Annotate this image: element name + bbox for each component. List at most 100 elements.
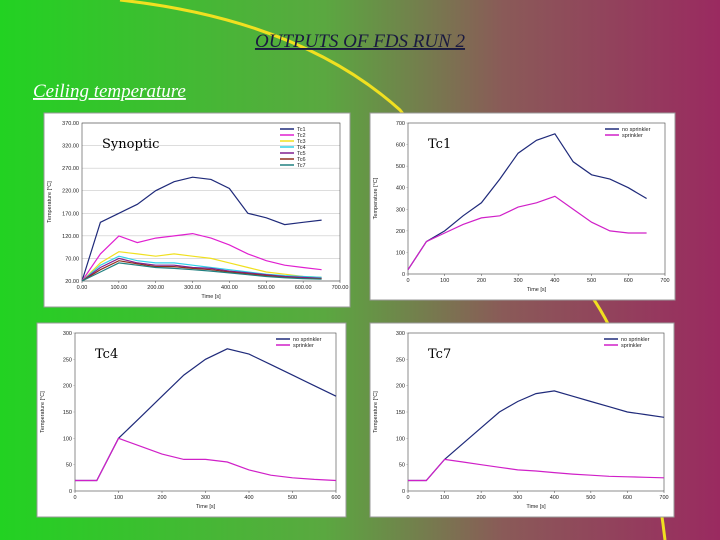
y-axis-label: Temperature [°C] xyxy=(40,391,46,433)
x-tick-label: 400 xyxy=(550,495,559,501)
y-tick-label: 0 xyxy=(69,489,72,495)
y-tick-label: 170.00 xyxy=(62,211,79,217)
legend-label: Tc7 xyxy=(297,163,306,169)
x-tick-label: 400 xyxy=(244,495,253,501)
x-axis-label: Time [s] xyxy=(196,504,216,510)
series-line xyxy=(81,257,322,282)
slide-subtitle: Ceiling temperature xyxy=(33,81,186,102)
x-tick-label: 200.00 xyxy=(147,285,164,291)
y-axis-label: Temperature [°C] xyxy=(47,181,53,223)
x-tick-label: 100.00 xyxy=(110,285,127,291)
chart-label: Synoptic xyxy=(102,137,159,152)
series-line xyxy=(81,251,322,282)
x-tick-label: 500 xyxy=(587,278,596,284)
y-tick-label: 120.00 xyxy=(62,234,79,240)
x-tick-label: 600.00 xyxy=(295,285,312,291)
legend-label: sprinkler xyxy=(622,133,643,139)
x-tick-label: 700 xyxy=(659,495,668,501)
legend-label: sprinkler xyxy=(621,343,642,349)
legend-label: Tc4 xyxy=(297,145,306,151)
x-axis-label: Time [s] xyxy=(526,504,546,510)
series-line xyxy=(408,390,665,482)
legend-label: no sprinkler xyxy=(622,127,651,133)
legend-label: Tc3 xyxy=(297,139,306,145)
series-line xyxy=(75,437,337,482)
y-tick-label: 700 xyxy=(396,121,405,127)
y-tick-label: 200 xyxy=(396,384,405,390)
x-tick-label: 100 xyxy=(114,495,123,501)
x-axis-label: Time [s] xyxy=(201,294,221,300)
x-tick-label: 100 xyxy=(440,278,449,284)
y-tick-label: 100 xyxy=(396,250,405,256)
x-tick-label: 400.00 xyxy=(221,285,238,291)
chart-label: Tc1 xyxy=(428,137,451,152)
chart-panel xyxy=(36,322,347,518)
series-line xyxy=(81,255,322,282)
y-tick-label: 150 xyxy=(63,410,72,416)
y-axis-label: Temperature [°C] xyxy=(373,177,379,219)
y-tick-label: 100 xyxy=(63,436,72,442)
x-tick-label: 0 xyxy=(406,495,409,501)
y-tick-label: 0 xyxy=(402,489,405,495)
legend-label: no sprinkler xyxy=(621,337,650,343)
y-tick-label: 600 xyxy=(396,143,405,149)
chart-label: Tc4 xyxy=(95,347,118,362)
y-tick-label: 150 xyxy=(396,410,405,416)
slide-title: OUTPUTS OF FDS RUN 2 xyxy=(255,31,466,52)
x-tick-label: 100 xyxy=(440,495,449,501)
y-tick-label: 270.00 xyxy=(62,166,79,172)
plot-frame xyxy=(74,332,337,492)
x-tick-label: 400 xyxy=(550,278,559,284)
x-tick-label: 300 xyxy=(514,278,523,284)
x-axis-label: Time [s] xyxy=(527,287,547,293)
y-tick-label: 220.00 xyxy=(62,189,79,195)
x-tick-label: 700.00 xyxy=(332,285,349,291)
y-tick-label: 370.00 xyxy=(62,121,79,127)
x-tick-label: 0 xyxy=(406,278,409,284)
series-line xyxy=(407,195,647,271)
x-tick-label: 0 xyxy=(73,495,76,501)
plot-frame xyxy=(81,122,341,282)
series-line xyxy=(81,176,322,282)
y-tick-label: 300 xyxy=(396,207,405,213)
y-tick-label: 100 xyxy=(396,436,405,442)
x-tick-label: 300 xyxy=(201,495,210,501)
y-tick-label: 300 xyxy=(63,331,72,337)
chart-label: Tc7 xyxy=(428,347,451,362)
x-tick-label: 700 xyxy=(660,278,669,284)
y-tick-label: 20.00 xyxy=(65,279,79,285)
x-tick-label: 200 xyxy=(477,278,486,284)
y-tick-label: 0 xyxy=(402,272,405,278)
chart-panel xyxy=(369,322,675,518)
y-tick-label: 250 xyxy=(63,357,72,363)
legend-label: Tc5 xyxy=(297,151,306,157)
x-tick-label: 600 xyxy=(331,495,340,501)
y-tick-label: 50 xyxy=(399,463,405,469)
x-tick-label: 600 xyxy=(623,495,632,501)
plot-frame xyxy=(407,332,665,492)
y-tick-label: 400 xyxy=(396,186,405,192)
legend-label: Tc2 xyxy=(297,133,306,139)
x-tick-label: 600 xyxy=(624,278,633,284)
y-tick-label: 200 xyxy=(396,229,405,235)
x-tick-label: 500.00 xyxy=(258,285,275,291)
x-tick-label: 0.00 xyxy=(77,285,88,291)
y-tick-label: 70.00 xyxy=(65,256,79,262)
y-tick-label: 200 xyxy=(63,384,72,390)
y-axis-label: Temperature [°C] xyxy=(373,391,379,433)
y-tick-label: 500 xyxy=(396,164,405,170)
x-tick-label: 200 xyxy=(157,495,166,501)
y-tick-label: 320.00 xyxy=(62,144,79,150)
series-line xyxy=(407,133,647,271)
legend-label: no sprinkler xyxy=(293,337,322,343)
x-tick-label: 300.00 xyxy=(184,285,201,291)
x-tick-label: 200 xyxy=(477,495,486,501)
series-line xyxy=(408,458,665,482)
y-tick-label: 300 xyxy=(396,331,405,337)
plot-frame xyxy=(407,122,666,275)
legend-label: Tc1 xyxy=(297,127,306,133)
y-tick-label: 250 xyxy=(396,357,405,363)
series-line xyxy=(81,232,322,282)
legend-label: sprinkler xyxy=(293,343,314,349)
